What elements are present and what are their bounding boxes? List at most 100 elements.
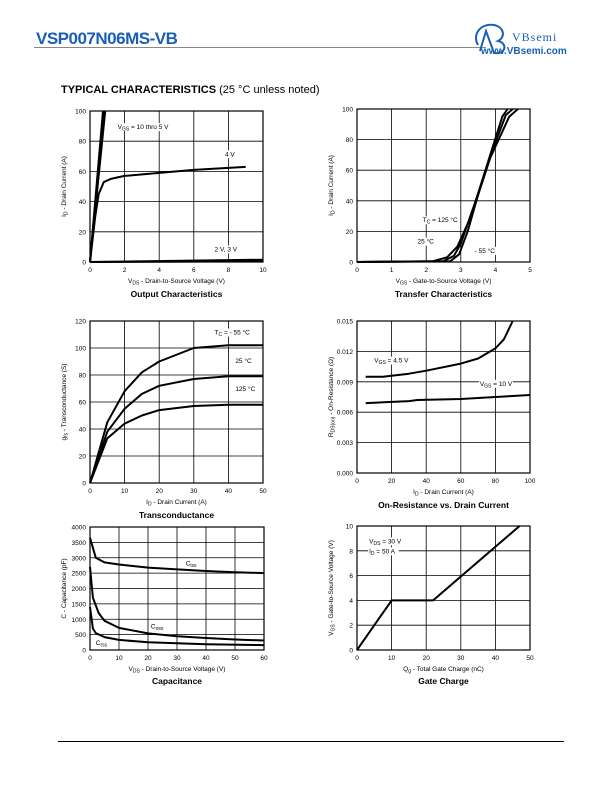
y-tick-label: 100 [342,107,353,114]
x-tick-label: 10 [115,655,123,662]
y-tick-label: 100 [75,109,86,116]
x-tick-label: 50 [231,655,239,662]
y-tick-label: 80 [346,137,354,144]
x-tick-label: 5 [528,267,532,274]
annotation-label: Coss [151,623,164,632]
series-line-2 [89,403,263,484]
y-tick-label: 6 [349,573,353,580]
x-tick-label: 8 [227,267,231,274]
y-tick-label: 4000 [72,525,87,532]
annotation-label: TC = 125 °C [423,216,458,226]
header-divider [34,47,486,48]
y-tick-label: 500 [75,632,86,639]
x-tick-label: 20 [423,655,431,662]
x-tick-label: 10 [388,655,396,662]
y-tick-label: 0.006 [337,410,354,417]
y-tick-label: 0.012 [337,349,354,356]
brand-url[interactable]: www.VBsemi.com [481,46,567,57]
x-tick-label: 50 [259,488,267,495]
plot-frame [89,110,264,263]
x-tick-label: 4 [494,267,498,274]
x-tick-label: 80 [492,478,500,485]
annotation-label: 25 °C [235,357,252,365]
y-tick-label: 0.009 [337,379,354,386]
series-line-2 [356,108,509,263]
annotation-label: VGS = 4.5 V [374,358,409,367]
chart-transconductance: 0 10 20 30 40 50 0 20 40 60 80 100 120 TC = - 55 °C 25… [45,311,278,528]
y-tick-label: 0 [82,648,86,655]
x-tick-label: 1 [390,267,394,274]
chart-title: Transfer Characteristics [394,289,493,299]
x-tick-label: 30 [457,655,465,662]
y-tick-label: 20 [346,229,354,236]
x-tick-label: 4 [157,267,161,274]
plot-frame [356,108,531,263]
x-tick-label: 6 [192,267,196,274]
series-line-1 [365,394,531,405]
annotation-label: ID = 50 A [369,548,396,557]
x-tick-label: 20 [156,488,164,495]
y-tick-label: 20 [79,454,87,461]
y-tick-label: 0 [82,260,86,267]
annotation-label: 25 °C [418,238,435,246]
vbsemi-logo-icon [475,23,506,55]
series-line-1 [89,375,263,484]
series-line-1 [89,566,265,642]
y-tick-label: 0 [82,481,86,488]
y-tick-label: 0.000 [337,471,354,478]
chart-gatecharge: 0 10 20 30 40 50 0 2 4 6 8 10 VDS = 30 V ID = 50 A Qg … [312,516,545,695]
x-axis-label: Qg - Total Gate Charge (nC) [403,666,484,675]
annotation-label: VDS = 30 V [369,538,402,547]
y-tick-label: 8 [349,548,353,555]
plot-frame [89,320,264,484]
plot-frame [356,525,531,651]
y-tick-label: 60 [79,169,87,176]
annotation-label: 4 V [225,151,235,158]
x-tick-label: 0 [88,488,92,495]
x-tick-label: 0 [88,267,92,274]
series-line-0 [356,525,521,651]
y-axis-label: RDS(on) - On-Resistance (Ω) [328,357,337,437]
x-axis-label: VGS - Gate-to-Source Voltage (V) [396,278,492,287]
chart-title: Transconductance [138,510,215,520]
x-axis-label: VDS - Drain-to-Source Voltage (V) [128,278,225,287]
y-tick-label: 10 [346,524,354,531]
x-tick-label: 30 [173,655,181,662]
y-tick-label: 40 [79,427,87,434]
annotation-label: - 55 °C [475,247,496,255]
y-tick-label: 20 [79,229,87,236]
annotation-label: TC = - 55 °C [215,329,251,339]
annotation-label: 125 °C [235,385,255,393]
chart-title: On-Resistance vs. Drain Current [378,500,509,510]
x-axis-label: VDS - Drain-to-Source Voltage (V) [129,666,226,675]
x-tick-label: 10 [121,488,129,495]
y-tick-label: 3500 [72,540,87,547]
y-tick-label: 120 [75,319,86,326]
series-line-3 [89,165,246,263]
x-tick-label: 60 [457,478,465,485]
part-number: VSP007N06MS-VB [36,29,178,48]
x-tick-label: 0 [88,655,92,662]
annotation-label: VGS = 10 V [480,381,513,390]
x-tick-label: 0 [355,267,359,274]
x-axis-label: ID - Drain Current (A) [146,499,207,508]
chart-onresistance: 0 20 40 60 80 100 0.000 0.003 0.006 0.009 0.012 0.0… [312,311,545,518]
x-tick-label: 30 [190,488,198,495]
x-tick-label: 20 [144,655,152,662]
y-tick-label: 80 [79,139,87,146]
annotation-label: 2 V, 3 V [215,246,238,253]
chart-title: Output Characteristics [130,289,223,299]
x-tick-label: 40 [202,655,210,662]
y-tick-label: 2000 [72,586,87,593]
section-title: TYPICAL CHARACTERISTICS [61,84,217,96]
y-tick-label: 80 [79,373,87,380]
y-tick-label: 0.003 [337,440,354,447]
y-tick-label: 40 [346,198,354,205]
y-axis-label: ID - Drain Current (A) [61,156,70,217]
x-tick-label: 0 [355,655,359,662]
y-axis-label: VGS - Gate-to-Source Voltage (V) [328,540,337,636]
chart-capacitance: 0 10 20 30 40 50 60 0 500 1000 1500 2000 2500 3000 350… [45,517,279,695]
series-line-5 [89,260,264,263]
plot-frame [356,320,531,474]
